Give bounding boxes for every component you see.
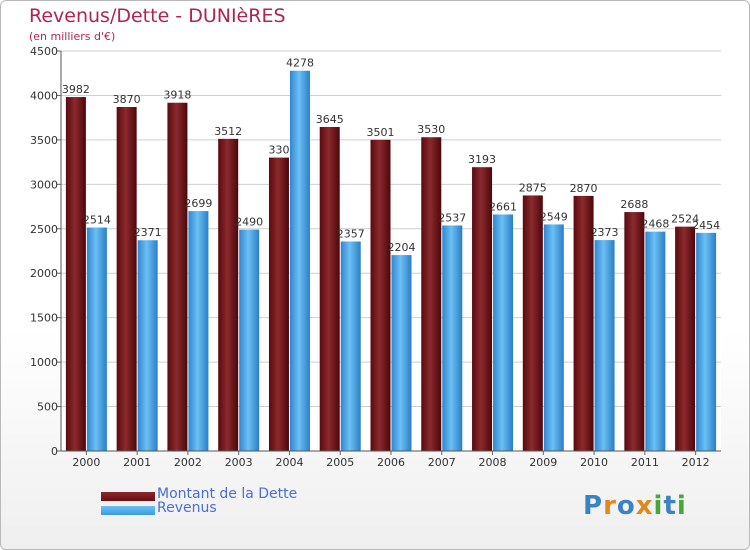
x-tick-label: 2011 <box>631 456 659 469</box>
y-tick-label: 500 <box>37 401 58 414</box>
x-tick-label: 2001 <box>123 456 151 469</box>
bar-revenus <box>188 211 209 451</box>
logo-letter: i <box>676 491 687 521</box>
data-label-dette: 3918 <box>163 89 191 102</box>
bar-dette <box>167 102 188 451</box>
data-label-revenus: 2468 <box>641 218 669 231</box>
bar-dette <box>421 137 442 451</box>
data-label-dette: 2870 <box>570 182 598 195</box>
x-tick-label: 2000 <box>72 456 100 469</box>
bar-revenus <box>696 232 717 451</box>
bar-dette <box>522 195 543 451</box>
x-tick-label: 2003 <box>225 456 253 469</box>
chart-title: Revenus/Dette - DUNIèRES <box>29 5 286 27</box>
data-label-revenus: 2371 <box>134 226 162 239</box>
y-tick-label: 1500 <box>30 312 58 325</box>
bar-dette <box>624 212 645 451</box>
data-label-revenus: 2661 <box>489 200 517 213</box>
bar-dette <box>65 97 86 452</box>
x-tick-label: 2008 <box>479 456 507 469</box>
data-label-dette: 3193 <box>468 153 496 166</box>
bar-revenus <box>391 255 412 451</box>
bar-dette <box>319 127 340 451</box>
logo-letter: t <box>663 491 677 521</box>
data-label-dette: 3530 <box>417 123 445 136</box>
y-tick-label: 0 <box>51 445 58 458</box>
bar-revenus <box>239 229 260 451</box>
y-tick-label: 3500 <box>30 134 58 147</box>
legend-swatch-revenus <box>101 506 155 515</box>
data-label-revenus: 2373 <box>591 226 619 239</box>
data-label-revenus: 2490 <box>235 216 263 229</box>
bar-revenus <box>594 240 615 451</box>
bar-revenus <box>86 227 107 451</box>
x-tick-label: 2006 <box>377 456 405 469</box>
x-tick-label: 2007 <box>428 456 456 469</box>
data-label-revenus: 2537 <box>438 211 466 224</box>
data-label-revenus: 2549 <box>540 210 568 223</box>
data-label-dette: 3645 <box>316 113 344 126</box>
logo-letter: P <box>583 491 604 521</box>
y-tick-label: 4500 <box>30 45 58 58</box>
bar-revenus <box>543 224 564 451</box>
data-label-dette: 2688 <box>620 198 648 211</box>
legend-swatch-dette <box>101 492 155 501</box>
x-tick-label: 2005 <box>326 456 354 469</box>
proxiti-logo: Proxiti <box>583 491 687 521</box>
logo-letter: o <box>616 491 636 521</box>
data-label-revenus: 2699 <box>184 197 212 210</box>
y-tick-label: 3000 <box>30 178 58 191</box>
bar-revenus <box>442 225 463 451</box>
bar-dette <box>573 195 594 451</box>
y-tick-label: 1000 <box>30 356 58 369</box>
x-tick-label: 2009 <box>529 456 557 469</box>
bar-revenus <box>493 214 514 451</box>
chart-subtitle: (en milliers d'€) <box>29 30 116 43</box>
data-label-revenus: 2454 <box>692 219 720 232</box>
y-tick-label: 4000 <box>30 89 58 102</box>
x-tick-label: 2010 <box>580 456 608 469</box>
logo-letter: r <box>603 491 617 521</box>
data-label-dette: 330 <box>268 144 289 157</box>
bar-dette <box>675 226 696 451</box>
data-label-revenus: 2357 <box>337 227 365 240</box>
data-label-dette: 2875 <box>519 181 547 194</box>
data-label-dette: 3512 <box>214 125 242 138</box>
data-label-dette: 2524 <box>671 213 699 226</box>
bar-revenus <box>289 70 310 451</box>
x-tick-label: 2012 <box>682 456 710 469</box>
logo-letter: i <box>653 491 664 521</box>
data-label-revenus: 2514 <box>83 214 111 227</box>
y-tick-label: 2000 <box>30 267 58 280</box>
data-label-dette: 3870 <box>113 93 141 106</box>
x-tick-label: 2002 <box>174 456 202 469</box>
bar-dette <box>370 139 391 452</box>
legend-label-dette: Montant de la Dette <box>157 486 298 502</box>
data-label-revenus: 4278 <box>286 57 314 70</box>
legend-label-revenus: Revenus <box>157 500 217 516</box>
bar-dette <box>116 107 137 451</box>
data-label-revenus: 2204 <box>388 241 416 254</box>
bar-dette <box>268 157 289 452</box>
y-tick-label: 2500 <box>30 223 58 236</box>
data-label-dette: 3982 <box>62 83 90 96</box>
data-label-dette: 3501 <box>367 126 395 139</box>
bar-revenus <box>645 231 666 451</box>
bar-revenus <box>340 241 361 451</box>
bar-dette <box>472 167 493 451</box>
bar-revenus <box>137 240 158 451</box>
bar-dette <box>218 138 239 452</box>
logo-letter: x <box>635 491 654 521</box>
x-tick-label: 2004 <box>275 456 303 469</box>
